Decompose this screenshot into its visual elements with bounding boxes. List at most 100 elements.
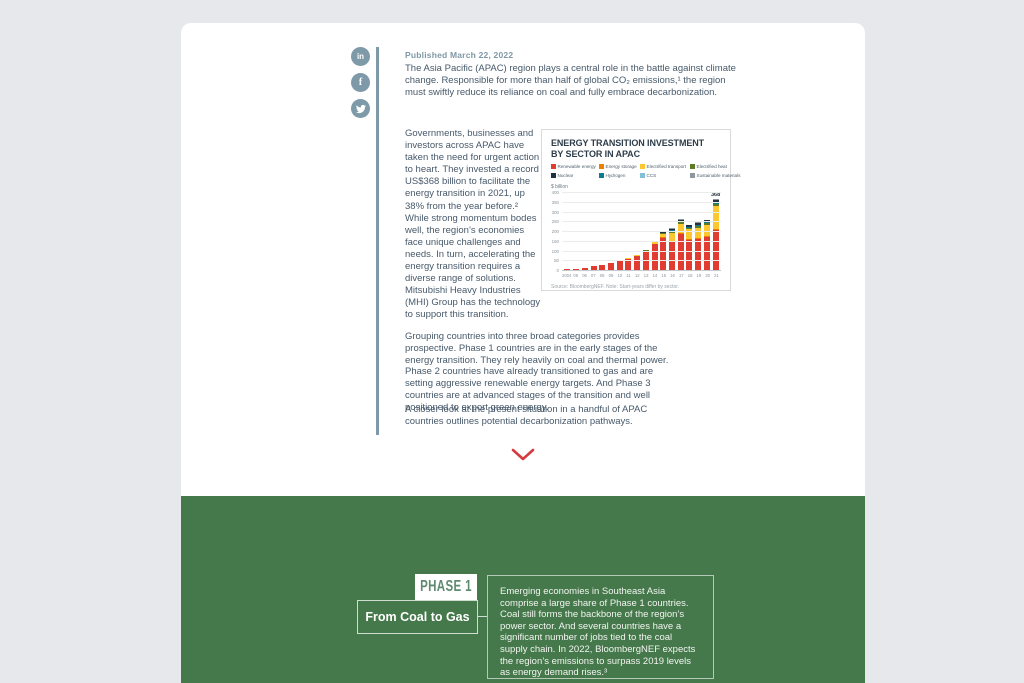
- x-tick-label: 17: [678, 273, 684, 278]
- bar-segment: [677, 233, 684, 234]
- stacked-bar: [625, 258, 632, 271]
- phase-connector-line: [478, 616, 487, 617]
- bar-segment: [616, 261, 623, 271]
- x-tick-label: 15: [661, 273, 667, 278]
- intro-paragraph: The Asia Pacific (APAC) region plays a c…: [405, 63, 736, 98]
- bar-segment: [686, 227, 693, 230]
- legend-label: CCS: [646, 173, 657, 178]
- bar-segment: [695, 238, 702, 239]
- bar-segment: [695, 224, 702, 226]
- legend-item: Renewable energy: [551, 164, 599, 169]
- bar-segment: [607, 263, 614, 271]
- bar-segment: [590, 266, 597, 271]
- bar-segment: [660, 233, 667, 235]
- phase-badge-label: PHASE 1: [420, 578, 472, 595]
- bar-segment: [695, 223, 702, 225]
- legend-swatch-icon: [640, 164, 645, 169]
- twitter-icon: [355, 104, 366, 113]
- bar-segment: [651, 241, 658, 243]
- stacked-bar: [634, 254, 641, 271]
- x-tick-label: 21: [714, 273, 719, 278]
- legend-item: Nuclear: [551, 173, 599, 178]
- gridline: [562, 192, 721, 193]
- legend-label: Sustainable materials: [696, 173, 741, 178]
- x-tick-label: 20: [705, 273, 711, 278]
- y-tick-label: 250: [551, 219, 559, 225]
- bar-segment: [677, 233, 684, 271]
- bar-segment: [668, 230, 675, 232]
- chart-plot-area: 0 50 100 150 200 250 300 350 400 368: [551, 190, 721, 273]
- bar-slot: [624, 193, 633, 271]
- legend-item: Energy storage: [599, 164, 640, 169]
- legend-swatch-icon: [690, 164, 695, 169]
- chart-title-line1: ENERGY TRANSITION INVESTMENT: [551, 138, 705, 148]
- bar-segment: [668, 232, 675, 242]
- bar-segment: [703, 220, 710, 222]
- chart-source-note: Source: BloombergNEF. Note: Start-years …: [551, 284, 680, 290]
- facebook-share-button[interactable]: f: [351, 73, 370, 92]
- stacked-bar: [581, 267, 588, 271]
- x-tick-label: 10: [617, 273, 623, 278]
- legend-item: CCS: [640, 173, 690, 178]
- bar-segment: [712, 206, 719, 230]
- bar-segment: [642, 251, 649, 271]
- chart-title: ENERGY TRANSITION INVESTMENT BY SECTOR I…: [551, 138, 721, 159]
- bar-segment: [634, 254, 641, 256]
- y-tick-label: 350: [551, 199, 559, 205]
- bar-slot: [572, 193, 581, 271]
- investment-paragraph: Governments, businesses and investors ac…: [405, 128, 541, 321]
- bar-segment: [668, 241, 675, 271]
- bar-segment: [703, 236, 710, 237]
- legend-label: Hydrogen: [605, 173, 626, 178]
- gridline: [562, 221, 721, 223]
- bar-slot: [580, 193, 589, 271]
- facebook-icon: f: [358, 77, 363, 88]
- phase-badge: PHASE 1: [415, 574, 477, 600]
- bar-slot: [633, 193, 642, 271]
- gridline: [562, 270, 721, 271]
- legend-item: Hydrogen: [599, 173, 640, 178]
- legend-swatch-icon: [551, 173, 556, 178]
- legend-label: Renewable energy: [557, 164, 596, 169]
- gridline: [562, 211, 721, 213]
- phase-title-box: From Coal to Gas: [357, 600, 478, 634]
- stacked-bar: [677, 219, 684, 271]
- bar-segment: [651, 244, 658, 271]
- chart-x-axis: 2004 05 06 07 08 09 10 11 12 13 14 15 16 17 18 19 20 21: [562, 273, 721, 278]
- legend-swatch-icon: [551, 164, 556, 169]
- scroll-down-chevron-icon[interactable]: [511, 447, 535, 463]
- bar-segment: [712, 199, 719, 201]
- bar-segment: [712, 200, 719, 203]
- x-tick-label: 19: [696, 273, 702, 278]
- bar-segment: [686, 239, 693, 271]
- bar-segment: [668, 228, 675, 231]
- stacked-bar: [573, 268, 580, 271]
- chart-title-line2: BY SECTOR IN APAC: [551, 148, 640, 159]
- stacked-bar: [599, 264, 606, 271]
- twitter-share-button[interactable]: [351, 99, 370, 118]
- bar-slot: [607, 193, 616, 271]
- bar-slot: [598, 193, 607, 271]
- phase-section: PHASE 1 From Coal to Gas Emerging econom…: [181, 496, 865, 683]
- x-tick-label: 11: [626, 273, 631, 278]
- bar-segment: [677, 224, 684, 234]
- stacked-bar: [651, 241, 658, 271]
- y-tick-label: 150: [551, 238, 559, 244]
- linkedin-share-button[interactable]: in: [351, 47, 370, 66]
- bar-segment: [686, 239, 693, 240]
- x-tick-label: 18: [687, 273, 693, 278]
- legend-swatch-icon: [599, 173, 604, 178]
- gridline: [562, 240, 721, 242]
- x-tick-label: 09: [608, 273, 614, 278]
- bar-segment: [581, 267, 588, 271]
- bar-segment: [677, 219, 684, 222]
- bar-segment: [686, 226, 693, 228]
- gridline: [562, 201, 721, 203]
- x-tick-label: 07: [590, 273, 596, 278]
- y-tick-label: 300: [551, 209, 559, 215]
- bar-segment: [599, 264, 606, 271]
- legend-label: Nuclear: [557, 173, 574, 178]
- x-tick-label: 2004: [562, 273, 572, 278]
- bar-segment: [703, 222, 710, 225]
